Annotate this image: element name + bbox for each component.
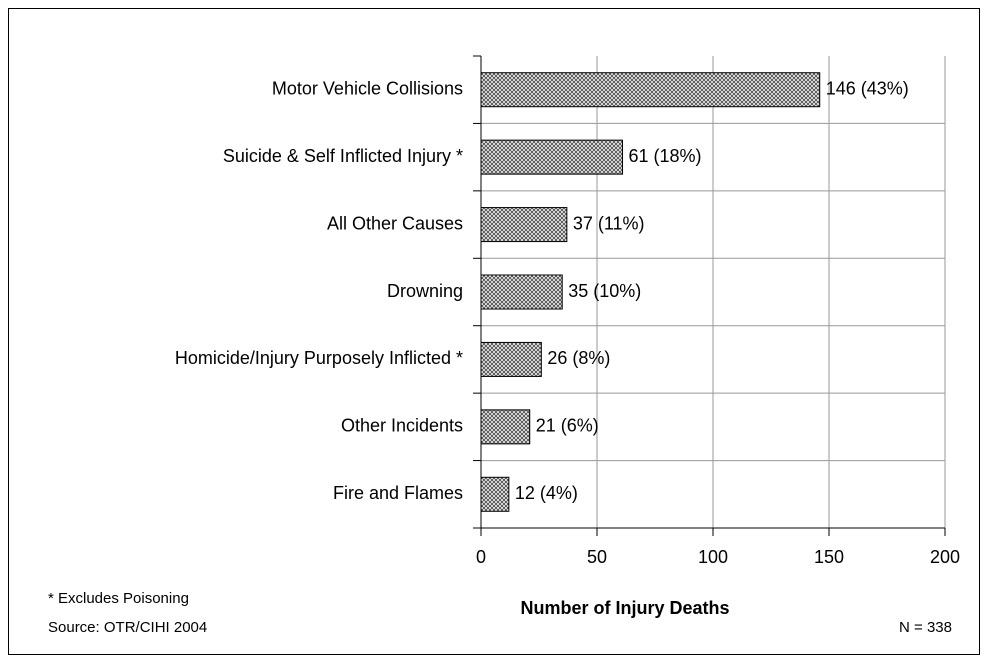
y-tick-label: Suicide & Self Inflicted Injury * <box>223 146 463 166</box>
x-tick-label: 100 <box>698 547 728 567</box>
x-tick-label: 200 <box>930 547 960 567</box>
bar <box>480 409 531 445</box>
data-label: 37 (11%) <box>573 213 645 233</box>
bar <box>480 341 542 377</box>
bar <box>480 274 563 310</box>
y-tick-label: All Other Causes <box>327 213 463 233</box>
frame <box>8 8 980 655</box>
y-tick-label: Fire and Flames <box>333 483 463 503</box>
y-tick-label: Drowning <box>387 281 463 301</box>
bar <box>480 476 510 512</box>
x-tick-label: 50 <box>587 547 607 567</box>
x-tick-label: 0 <box>476 547 486 567</box>
note: * Excludes Poisoning <box>48 590 189 607</box>
bar <box>480 139 624 175</box>
y-tick-label: Other Incidents <box>341 416 463 436</box>
y-tick-label: Motor Vehicle Collisions <box>272 78 463 98</box>
x-tick-label: 150 <box>814 547 844 567</box>
bar <box>480 207 568 243</box>
data-label: 61 (18%) <box>629 146 702 166</box>
data-label: 26 (8%) <box>547 348 610 368</box>
sample-size: N = 338 <box>899 619 952 636</box>
bar <box>480 72 821 108</box>
source: Source: OTR/CIHI 2004 <box>48 619 207 636</box>
data-label: 146 (43%) <box>826 78 909 98</box>
data-label: 21 (6%) <box>536 416 599 436</box>
data-label: 35 (10%) <box>568 281 641 301</box>
x-axis-title: Number of Injury Deaths <box>520 598 729 618</box>
y-tick-label: Homicide/Injury Purposely Inflicted * <box>175 348 463 368</box>
data-label: 12 (4%) <box>515 483 578 503</box>
